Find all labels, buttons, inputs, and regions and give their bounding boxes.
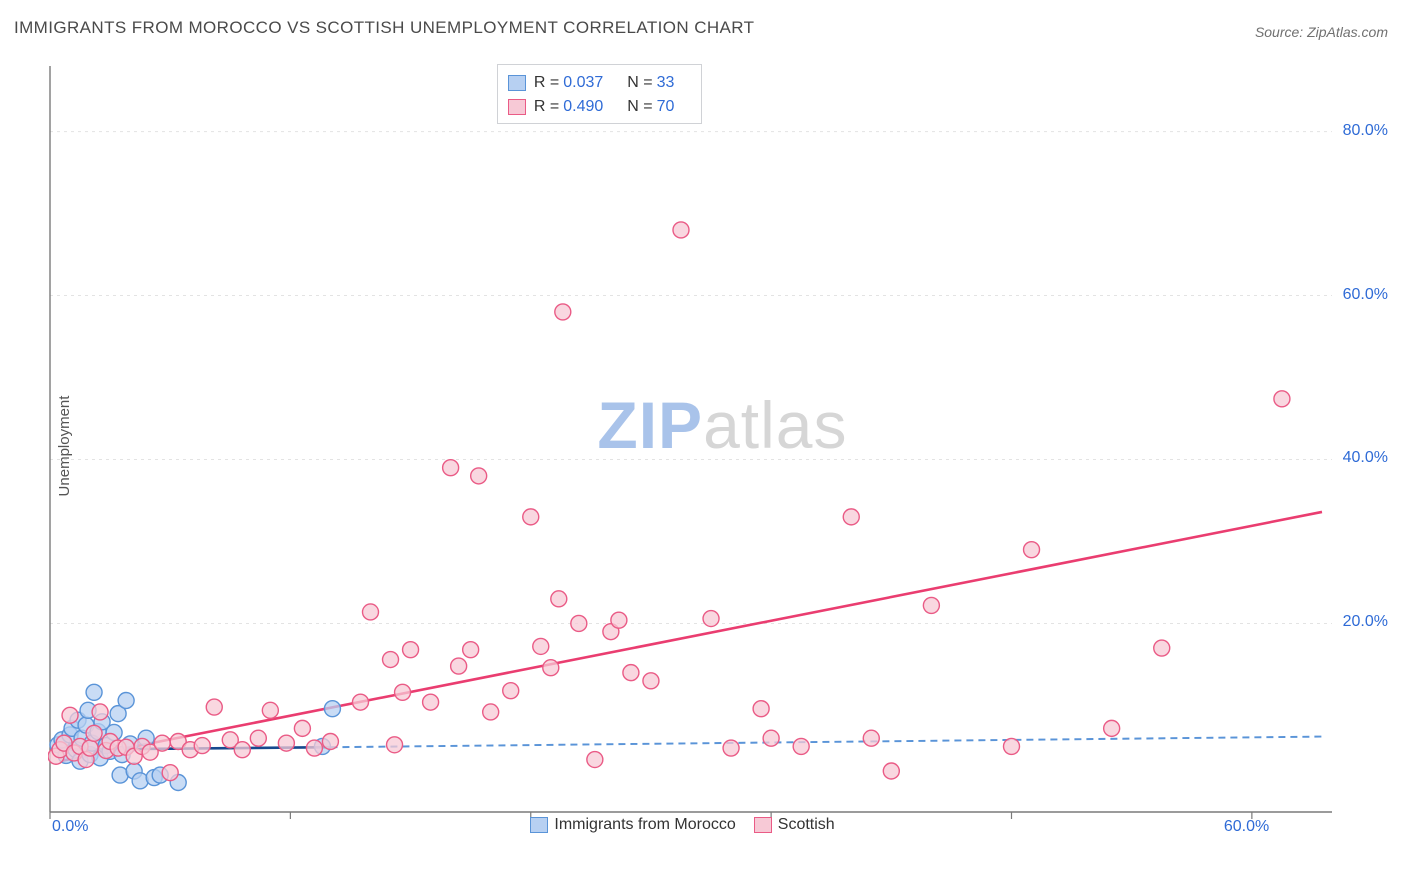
- x-tick-label: 60.0%: [1224, 818, 1269, 836]
- stats-legend: R =0.037 N = 33 R =0.490 N = 70: [497, 64, 702, 124]
- chart-title: IMMIGRANTS FROM MOROCCO VS SCOTTISH UNEM…: [14, 18, 754, 38]
- legend-item-morocco: Immigrants from Morocco: [530, 816, 735, 834]
- bottom-legend: Immigrants from Morocco Scottish: [530, 816, 834, 834]
- chart-container: IMMIGRANTS FROM MOROCCO VS SCOTTISH UNEM…: [0, 0, 1406, 892]
- source-label: Source: ZipAtlas.com: [1255, 24, 1388, 40]
- legend-label: Scottish: [778, 816, 835, 834]
- legend-swatch: [530, 817, 548, 833]
- y-tick-label: 60.0%: [1343, 286, 1388, 304]
- y-tick-label: 20.0%: [1343, 613, 1388, 631]
- legend-swatch: [508, 75, 526, 91]
- stats-r-value: 0.037: [563, 74, 617, 92]
- plot-area: ZIPatlas R =0.037N =33R =0.490N =70 Immi…: [48, 64, 1388, 834]
- legend-swatch: [754, 817, 772, 833]
- stats-n-value: 33: [657, 74, 681, 92]
- chart-svg: [48, 64, 1388, 834]
- y-tick-label: 40.0%: [1343, 449, 1388, 467]
- stats-n-label: N =: [627, 74, 652, 92]
- legend-label: Immigrants from Morocco: [554, 816, 735, 834]
- stats-r-label: R =: [534, 98, 559, 116]
- x-tick-label: 0.0%: [52, 818, 88, 836]
- stats-n-value: 70: [657, 98, 681, 116]
- legend-item-scottish: Scottish: [754, 816, 835, 834]
- stats-r-value: 0.490: [563, 98, 617, 116]
- legend-swatch: [508, 99, 526, 115]
- stats-row-morocco: R =0.037 N = 33: [508, 71, 691, 95]
- stats-row-scottish: R =0.490 N = 70: [508, 95, 691, 119]
- y-tick-label: 80.0%: [1343, 122, 1388, 140]
- stats-n-label: N =: [627, 98, 652, 116]
- stats-r-label: R =: [534, 74, 559, 92]
